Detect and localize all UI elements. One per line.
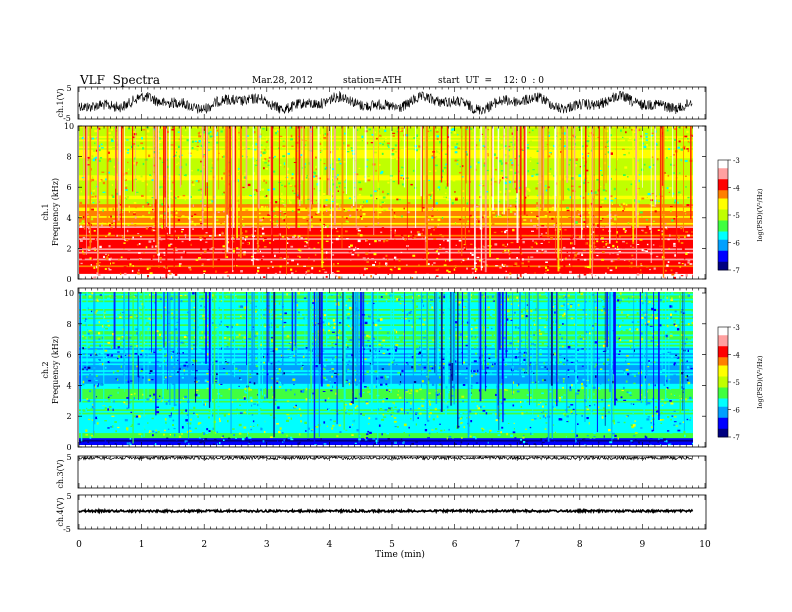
time-tick-label: 10 bbox=[699, 540, 711, 550]
time-tick-label: 1 bbox=[139, 540, 145, 550]
time-axis-ticks bbox=[78, 87, 706, 529]
ch2-frequency-ylabel: Frequency (kHz) bbox=[51, 336, 60, 404]
ch2-channel-label: ch.2 bbox=[41, 361, 50, 378]
time-tick-label: 3 bbox=[264, 540, 270, 550]
time-tick-label: 7 bbox=[514, 540, 520, 550]
date-label: Mar.28, 2012 bbox=[252, 76, 313, 86]
ch1-frequency-ylabel: Frequency (kHz) bbox=[51, 178, 60, 246]
frequency-tick-label: 2 bbox=[66, 412, 71, 421]
frequency-tick-label: 4 bbox=[66, 381, 71, 390]
start-time-label: start UT = 12: 0 : 0 bbox=[438, 76, 544, 86]
ch1-ylabel: ch.1(V) bbox=[56, 88, 65, 117]
ch1-waveform-trace bbox=[78, 91, 693, 115]
colorbar-tick-label: -4 bbox=[733, 185, 740, 193]
frequency-tick-label: 8 bbox=[66, 320, 71, 329]
time-axis-label: Time (min) bbox=[375, 549, 425, 560]
ch1-frequency-ticks: 0 2 4 6 8 10 bbox=[64, 122, 706, 284]
ch3-ylabel: ch.3(V) bbox=[56, 459, 65, 488]
ch1-ytick-bottom: -5 bbox=[63, 114, 71, 123]
colorbar-tick-label: -3 bbox=[733, 324, 740, 332]
ch4-waveform-trace bbox=[78, 507, 694, 515]
frequency-tick-label: 2 bbox=[66, 244, 71, 253]
time-axis-tick-labels: 0 1 2 3 4 5 6 7 8 9 10 bbox=[76, 540, 711, 550]
ch4-ylabel: ch.4(V) bbox=[56, 497, 65, 526]
ch1-spectrogram-image bbox=[79, 126, 693, 279]
time-tick-label: 6 bbox=[452, 540, 458, 550]
ch2-spectrogram-image bbox=[79, 292, 693, 445]
ch1-ytick-top: 5 bbox=[66, 84, 71, 93]
ch2-colorbar: -3 -4 -5 -6 -7 log(PSD)(V²/Hz) bbox=[717, 324, 764, 442]
frequency-tick-label: 10 bbox=[64, 289, 74, 298]
colorbar-label: log(PSD)(V²/Hz) bbox=[756, 188, 764, 241]
colorbar-tick-label: -5 bbox=[733, 379, 740, 387]
time-tick-label: 4 bbox=[327, 540, 333, 550]
station-label: station=ATH bbox=[343, 76, 402, 86]
ch4-waveform-panel: ch.4(V) 5 -5 bbox=[56, 492, 707, 534]
time-tick-label: 0 bbox=[76, 540, 82, 550]
colorbar-tick-label: -5 bbox=[733, 212, 740, 220]
frequency-tick-label: 6 bbox=[66, 183, 71, 192]
ch1-channel-label: ch.1 bbox=[41, 203, 50, 220]
colorbar-tick-label: -7 bbox=[733, 267, 740, 275]
ch1-waveform-panel: ch.1(V) 5 -5 bbox=[56, 84, 707, 123]
frequency-tick-label: 6 bbox=[66, 351, 71, 360]
colorbar-tick-label: -6 bbox=[733, 240, 740, 248]
colorbar-tick-label: -6 bbox=[733, 407, 740, 415]
ch3-ytick-top: 5 bbox=[66, 453, 71, 462]
chart-title: VLF Spectra bbox=[80, 73, 161, 87]
time-tick-label: 9 bbox=[640, 540, 646, 550]
colorbar-tick-label: -3 bbox=[733, 157, 740, 165]
frequency-tick-label: 8 bbox=[66, 153, 71, 162]
ch4-ytick-bottom: -5 bbox=[63, 525, 71, 534]
ch2-spectrogram-panel: ch.2 Frequency (kHz) 0 2 4 6 8 10 bbox=[41, 287, 707, 452]
frequency-tick-label: 10 bbox=[64, 122, 74, 131]
frequency-tick-label: 4 bbox=[66, 214, 71, 223]
colorbar-tick-label: -7 bbox=[733, 434, 740, 442]
colorbar-tick-label: -4 bbox=[733, 352, 740, 360]
frequency-tick-label: 0 bbox=[66, 443, 71, 452]
time-tick-label: 5 bbox=[389, 540, 395, 550]
time-tick-label: 2 bbox=[201, 540, 207, 550]
ch2-frequency-ticks: 0 2 4 6 8 10 bbox=[64, 289, 706, 452]
ch3-waveform-panel: ch.3(V) 5 bbox=[56, 453, 707, 489]
ch1-spectrogram-panel: ch.1 Frequency (kHz) 0 2 4 6 8 10 bbox=[41, 122, 707, 284]
ch1-colorbar: -3 -4 -5 -6 -7 log(PSD)(V²/Hz) bbox=[717, 157, 764, 275]
colorbar-label: log(PSD)(V²/Hz) bbox=[756, 355, 764, 408]
ch4-ytick-top: 5 bbox=[66, 492, 71, 501]
frequency-tick-label: 0 bbox=[66, 275, 71, 284]
time-tick-label: 8 bbox=[577, 540, 583, 550]
